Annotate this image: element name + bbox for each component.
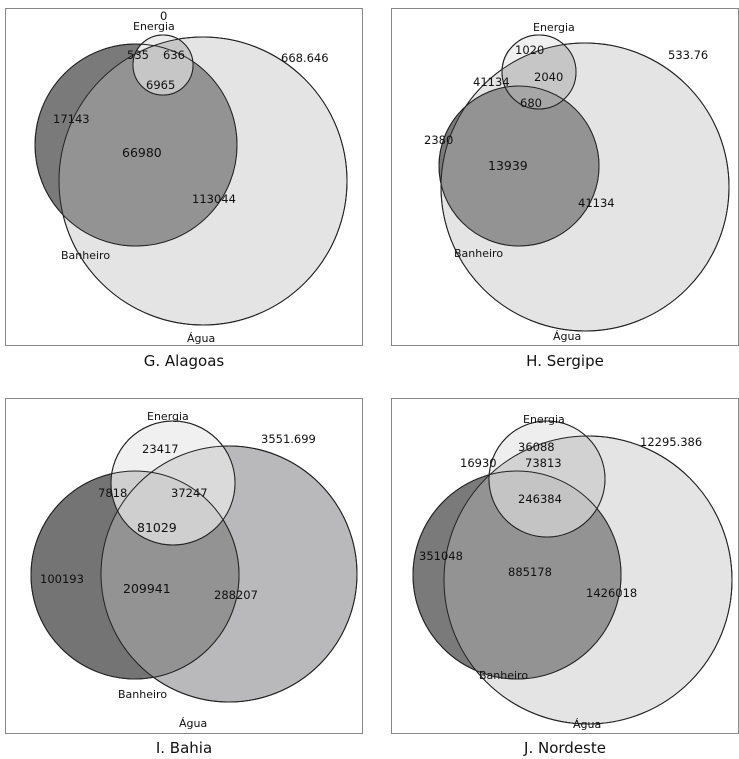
venn-panel-nordeste: Energia 36088 16930 73813 246384 351048 … xyxy=(391,398,739,734)
value-water-only: 41134 xyxy=(578,196,615,210)
label-agua: Água xyxy=(553,330,581,343)
label-agua: Água xyxy=(187,332,215,345)
caption-sergipe: H. Sergipe xyxy=(526,352,604,370)
value-bathroom-only: 351048 xyxy=(419,549,463,563)
value-bathroom-water: 66980 xyxy=(122,145,162,160)
value-all-three: 6965 xyxy=(146,78,175,92)
label-banheiro: Banheiro xyxy=(479,669,528,682)
venn-diagram-bahia: Energia 23417 7818 37247 81029 100193 20… xyxy=(30,410,358,730)
value-water-only: 288207 xyxy=(214,588,258,602)
value-energy-water: 2040 xyxy=(534,70,563,84)
value-none: 12295.386 xyxy=(640,435,702,449)
value-none: 668.646 xyxy=(281,51,329,65)
value-energy-only: 0 xyxy=(160,9,167,23)
venn-diagram-nordeste: Energia 36088 16930 73813 246384 351048 … xyxy=(412,413,733,731)
value-energy-only: 23417 xyxy=(142,442,179,456)
value-energy-only: 36088 xyxy=(518,440,555,454)
label-energia: Energia xyxy=(533,21,575,34)
value-none: 3551.699 xyxy=(261,432,316,446)
value-all-three: 81029 xyxy=(137,520,177,535)
value-energy-only: 1020 xyxy=(515,43,544,57)
value-energy-bathroom: 7818 xyxy=(98,486,127,500)
value-none: 533.76 xyxy=(668,48,708,62)
value-bathroom-water: 885178 xyxy=(508,565,552,579)
label-agua: Água xyxy=(179,717,207,730)
value-water-only: 1426018 xyxy=(586,586,637,600)
caption-bahia: I. Bahia xyxy=(155,739,213,757)
value-bathroom-water: 209941 xyxy=(123,581,171,596)
label-agua: Água xyxy=(573,718,601,731)
venn-panel-alagoas: Energia 0 535 636 6965 17143 66980 11304… xyxy=(5,8,363,346)
caption-nordeste: J. Nordeste xyxy=(524,739,606,757)
label-banheiro: Banheiro xyxy=(454,247,503,260)
label-energia: Energia xyxy=(133,20,175,33)
value-bathroom-only: 100193 xyxy=(40,572,84,586)
value-energy-bathroom: 16930 xyxy=(460,456,497,470)
value-all-three: 680 xyxy=(520,96,542,110)
label-banheiro: Banheiro xyxy=(61,249,110,262)
value-all-three: 246384 xyxy=(518,492,562,506)
value-energy-water: 636 xyxy=(163,48,185,62)
venn-panel-sergipe: Energia 1020 2040 41134 680 2380 13939 4… xyxy=(391,8,739,346)
value-bathroom-water: 13939 xyxy=(488,158,528,173)
value-energy-water: 73813 xyxy=(525,456,562,470)
venn-diagram-alagoas: Energia 0 535 636 6965 17143 66980 11304… xyxy=(34,9,348,345)
value-energy-bathroom: 535 xyxy=(127,48,149,62)
label-energia: Energia xyxy=(523,413,565,426)
label-banheiro: Banheiro xyxy=(118,688,167,701)
venn-diagram-sergipe: Energia 1020 2040 41134 680 2380 13939 4… xyxy=(424,21,730,343)
value-energy-water: 37247 xyxy=(171,486,208,500)
value-bathroom-only: 17143 xyxy=(53,112,90,126)
caption-alagoas: G. Alagoas xyxy=(143,352,225,370)
value-bathroom-only: 2380 xyxy=(424,133,453,147)
label-energia: Energia xyxy=(147,410,189,423)
venn-panel-bahia: Energia 23417 7818 37247 81029 100193 20… xyxy=(5,398,363,734)
value-energy-bathroom: 41134 xyxy=(473,75,510,89)
value-water-only: 113044 xyxy=(192,192,236,206)
